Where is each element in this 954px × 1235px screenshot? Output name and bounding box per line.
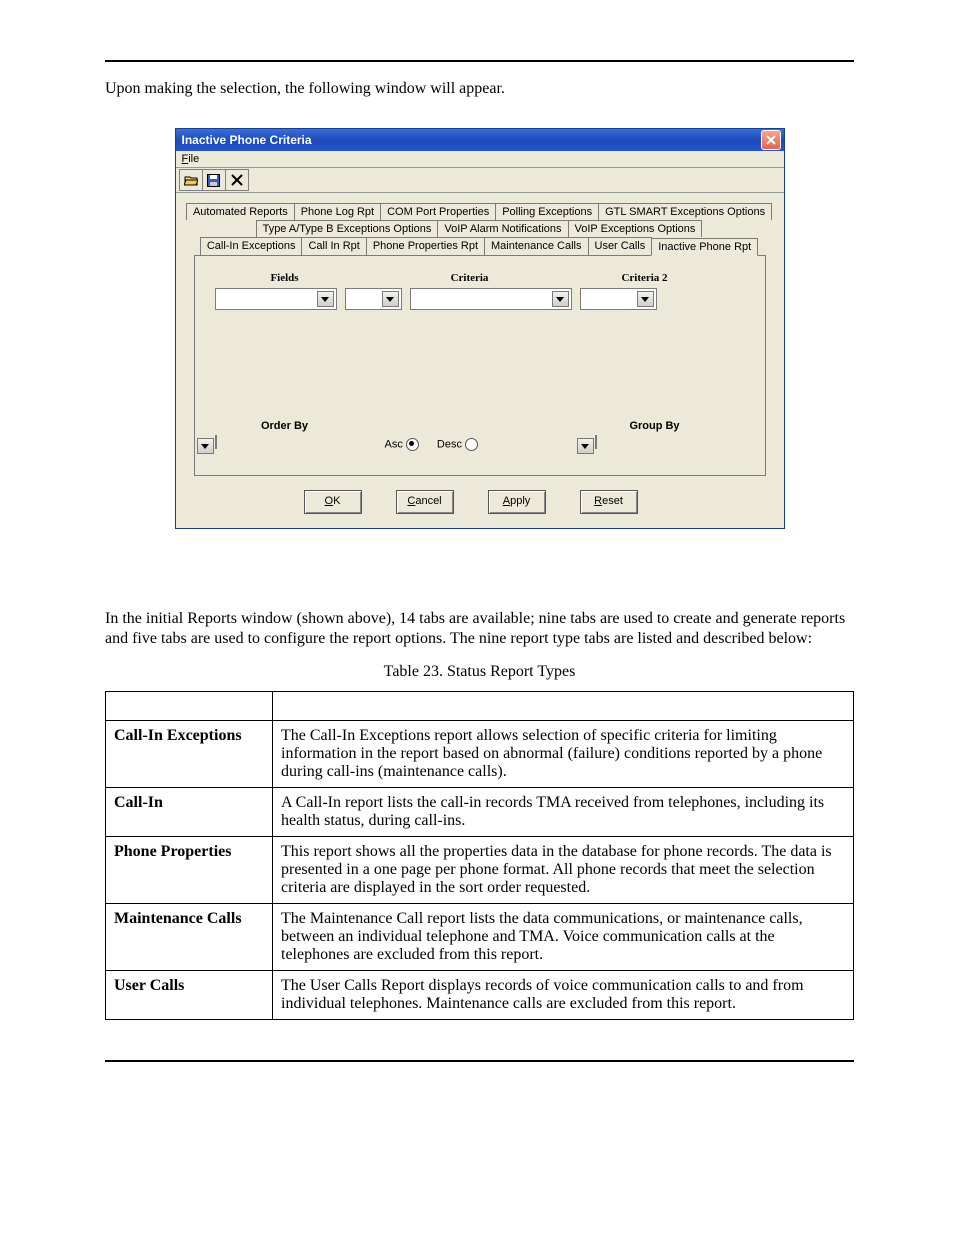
titlebar: Inactive Phone Criteria [176, 129, 784, 151]
body-paragraph: In the initial Reports window (shown abo… [105, 609, 854, 649]
row-name: Call-In Exceptions [106, 721, 273, 788]
file-rest: ile [188, 153, 199, 165]
criteria-label: Criteria [355, 272, 585, 284]
row-desc: The Call-In Exceptions report allows sel… [273, 721, 854, 788]
client-area: Automated Reports Phone Log Rpt COM Port… [176, 193, 784, 528]
tabstrip: Automated Reports Phone Log Rpt COM Port… [194, 203, 766, 255]
row-name: Maintenance Calls [106, 904, 273, 971]
filter-row [215, 288, 745, 310]
tab-automated-reports[interactable]: Automated Reports [186, 203, 295, 220]
column-headers: Fields Criteria Criteria 2 [215, 272, 745, 284]
tab-polling-exceptions[interactable]: Polling Exceptions [495, 203, 599, 220]
close-button[interactable] [761, 130, 781, 150]
row-desc: The Maintenance Call report lists the da… [273, 904, 854, 971]
criteria2-label: Criteria 2 [585, 272, 705, 284]
tab-voip-alarm-notifications[interactable]: VoIP Alarm Notifications [437, 220, 568, 237]
group-by-combo[interactable] [595, 435, 597, 449]
ok-button[interactable]: OK [304, 490, 362, 514]
row-desc: The User Calls Report displays records o… [273, 971, 854, 1020]
table-header-name [106, 692, 273, 721]
row-name: Phone Properties [106, 837, 273, 904]
row-desc: A Call-In report lists the call-in recor… [273, 788, 854, 837]
toolbar [176, 168, 784, 193]
table-row: User Calls The User Calls Report display… [106, 971, 854, 1020]
status-report-types-table: Call-In Exceptions The Call-In Exception… [105, 691, 854, 1020]
table-row: Call-In A Call-In report lists the call-… [106, 788, 854, 837]
menubar: File [176, 151, 784, 168]
table-caption: Table 23. Status Report Types [105, 663, 854, 681]
reset-button[interactable]: Reset [580, 490, 638, 514]
tabpanel-inactive-phone-rpt: Fields Criteria Criteria 2 Order By [194, 255, 766, 476]
table-header-desc [273, 692, 854, 721]
tab-typea-typeb-exceptions-options[interactable]: Type A/Type B Exceptions Options [256, 220, 439, 237]
window-title: Inactive Phone Criteria [182, 133, 312, 147]
sort-direction-group: Asc Desc [385, 438, 479, 451]
save-button[interactable] [203, 169, 226, 191]
tab-com-port-properties[interactable]: COM Port Properties [380, 203, 496, 220]
delete-icon [231, 174, 243, 186]
tab-phone-log-rpt[interactable]: Phone Log Rpt [294, 203, 381, 220]
group-by-label: Group By [595, 420, 715, 432]
desc-label: Desc [437, 438, 462, 450]
tab-maintenance-calls[interactable]: Maintenance Calls [484, 237, 589, 255]
file-menu[interactable]: File [182, 153, 200, 165]
close-icon [766, 135, 776, 145]
open-icon [184, 174, 198, 186]
table-row: Maintenance Calls The Maintenance Call r… [106, 904, 854, 971]
tab-row-1: Automated Reports Phone Log Rpt COM Port… [194, 203, 766, 220]
bottom-rule [105, 1060, 854, 1062]
cancel-button[interactable]: Cancel [396, 490, 454, 514]
desc-option[interactable]: Desc [437, 438, 478, 451]
tab-row-3: Call-In Exceptions Call In Rpt Phone Pro… [194, 237, 766, 255]
apply-button[interactable]: Apply [488, 490, 546, 514]
order-by-combo[interactable] [215, 435, 217, 449]
top-rule [105, 60, 854, 62]
inactive-phone-criteria-window: Inactive Phone Criteria File [175, 128, 785, 529]
tab-user-calls[interactable]: User Calls [588, 237, 653, 255]
lower-row: Order By Asc Desc Group By [215, 420, 745, 451]
delete-button[interactable] [226, 169, 249, 191]
table-row: Phone Properties This report shows all t… [106, 837, 854, 904]
tab-inactive-phone-rpt[interactable]: Inactive Phone Rpt [651, 238, 758, 256]
order-by-label: Order By [215, 420, 355, 432]
row-name: Call-In [106, 788, 273, 837]
operator-combo[interactable] [345, 288, 402, 310]
save-icon [207, 174, 220, 187]
fields-label: Fields [215, 272, 355, 284]
criteria2-combo[interactable] [580, 288, 657, 310]
asc-radio[interactable] [406, 438, 419, 451]
tab-call-in-rpt[interactable]: Call In Rpt [301, 237, 366, 255]
tab-voip-exceptions-options[interactable]: VoIP Exceptions Options [568, 220, 703, 237]
row-name: User Calls [106, 971, 273, 1020]
row-desc: This report shows all the properties dat… [273, 837, 854, 904]
table-row: Call-In Exceptions The Call-In Exception… [106, 721, 854, 788]
tab-call-in-exceptions[interactable]: Call-In Exceptions [200, 237, 303, 255]
desc-radio[interactable] [465, 438, 478, 451]
tab-gtl-smart-exceptions-options[interactable]: GTL SMART Exceptions Options [598, 203, 772, 220]
open-button[interactable] [179, 169, 203, 191]
table-header-row [106, 692, 854, 721]
dialog-button-row: OK Cancel Apply Reset [194, 490, 766, 514]
tab-row-2: Type A/Type B Exceptions Options VoIP Al… [194, 220, 766, 237]
intro-text: Upon making the selection, the following… [105, 80, 854, 98]
fields-combo[interactable] [215, 288, 337, 310]
asc-label: Asc [385, 438, 403, 450]
criteria-combo[interactable] [410, 288, 572, 310]
asc-option[interactable]: Asc [385, 438, 419, 451]
tab-phone-properties-rpt[interactable]: Phone Properties Rpt [366, 237, 485, 255]
